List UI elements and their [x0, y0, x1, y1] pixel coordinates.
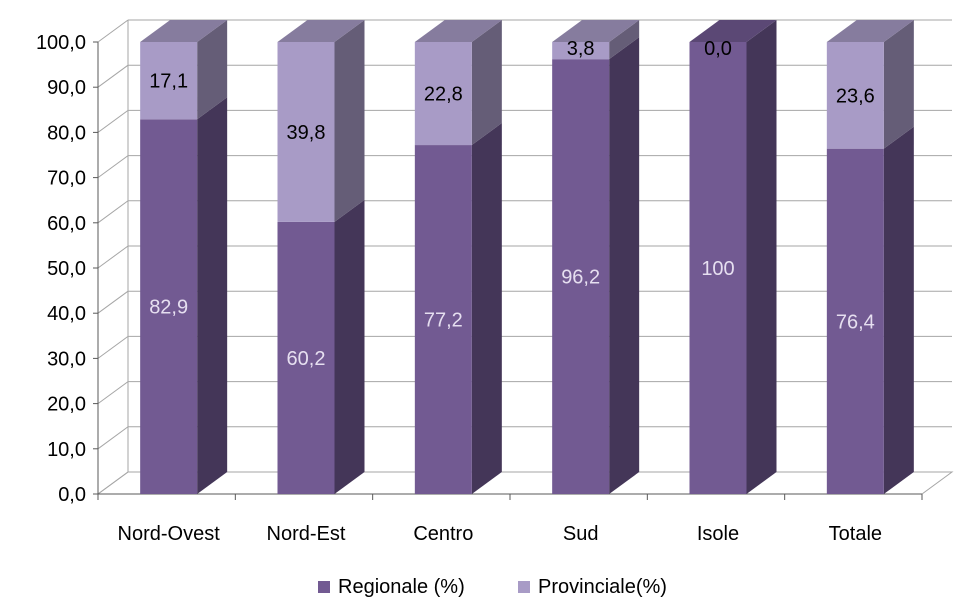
side-gridline	[97, 155, 129, 179]
bar-side	[609, 37, 640, 495]
bar-front	[414, 145, 472, 494]
bar-segment	[552, 20, 640, 60]
y-tick-label: 40,0	[47, 303, 86, 325]
bar-front	[277, 42, 335, 222]
data-label: 76,4	[836, 311, 875, 333]
data-label: 82,9	[149, 297, 188, 319]
bar-top	[689, 20, 777, 42]
legend: Regionale (%) Provinciale(%)	[318, 576, 667, 598]
bar-front	[277, 221, 335, 494]
data-label: 17,1	[149, 71, 188, 93]
bar-top	[552, 20, 640, 42]
bar-top	[414, 20, 502, 42]
y-tick-label: 20,0	[47, 394, 86, 416]
y-tick-label: 60,0	[47, 213, 86, 235]
floor	[96, 471, 954, 495]
bar-front	[414, 42, 472, 146]
x-tick-label: Nord-Ovest	[118, 523, 221, 545]
data-label: 23,6	[836, 85, 875, 107]
bar-segment	[826, 126, 914, 494]
legend-label: Regionale (%)	[338, 576, 465, 598]
bar-side	[471, 123, 502, 494]
data-labels: 82,9 17,1 60,2 39,8 77,2 22,8 96,2 3,8 100 0,0 76,…	[149, 38, 875, 370]
side-gridline	[97, 245, 129, 269]
x-tick-label: Totale	[829, 523, 882, 545]
data-label: 96,2	[561, 267, 600, 289]
side-gridline	[97, 109, 129, 133]
data-label: 3,8	[567, 38, 595, 60]
axes: 0,0 10,0 20,0 30,0 40,0 50,0 60,0 70,0 80,0 90,0 1…	[36, 32, 923, 545]
bar-side	[197, 20, 228, 120]
data-label: 0,0	[704, 38, 732, 60]
bars	[140, 20, 914, 495]
bar-front	[552, 59, 610, 495]
x-tick-label: Nord-Est	[267, 523, 346, 545]
side-gridline	[97, 335, 129, 359]
side-gridline	[97, 381, 129, 405]
x-tick-label: Isole	[697, 523, 739, 545]
x-tick-label: Centro	[413, 523, 473, 545]
bar-side	[334, 20, 365, 222]
bar-segment	[414, 20, 502, 146]
side-gridline	[97, 471, 129, 495]
legend-label: Provinciale(%)	[538, 576, 667, 598]
bar-front	[140, 119, 198, 495]
bar-segment	[414, 123, 502, 494]
y-tick-label: 70,0	[47, 168, 86, 190]
data-label: 39,8	[287, 122, 326, 144]
bar-top	[826, 20, 914, 42]
y-tick-label: 10,0	[47, 439, 86, 461]
bar-segment	[140, 20, 228, 120]
bar-side	[471, 20, 502, 146]
side-gridline	[97, 290, 129, 314]
gridlines	[97, 19, 952, 495]
legend-item: Regionale (%)	[318, 576, 465, 598]
bar-segment	[277, 199, 365, 494]
data-label: 77,2	[424, 310, 463, 332]
bar-side	[883, 126, 914, 494]
data-label: 22,8	[424, 84, 463, 106]
side-gridline	[97, 426, 129, 450]
bar-front	[689, 42, 747, 494]
bar-segment	[552, 37, 640, 495]
bar-segment	[826, 20, 914, 149]
y-tick-label: 0,0	[58, 484, 86, 506]
bar-segment	[689, 20, 777, 494]
x-tick-label: Sud	[563, 523, 599, 545]
side-gridline	[97, 200, 129, 224]
bar-segment	[277, 20, 365, 222]
bar-side	[197, 97, 228, 495]
bar-segment	[140, 97, 228, 495]
bar-side	[334, 199, 365, 494]
y-tick-label: 100,0	[36, 32, 86, 54]
y-tick-label: 50,0	[47, 258, 86, 280]
side-gridline	[97, 64, 129, 88]
bar-side	[609, 20, 640, 60]
bar-side	[746, 20, 777, 494]
y-tick-label: 30,0	[47, 348, 86, 370]
bar-top	[277, 20, 365, 42]
legend-item: Provinciale(%)	[518, 576, 667, 598]
bar-front	[140, 42, 198, 120]
y-tick-label: 90,0	[47, 77, 86, 99]
bar-front	[826, 42, 884, 149]
side-gridline	[97, 19, 129, 43]
data-label: 100	[701, 258, 734, 280]
bar-top	[140, 20, 228, 42]
bar-front	[826, 148, 884, 494]
legend-swatch	[318, 581, 330, 593]
y-tick-label: 80,0	[47, 122, 86, 144]
legend-swatch	[518, 581, 530, 593]
bar-front	[552, 42, 610, 60]
data-label: 60,2	[287, 348, 326, 370]
bar-side	[883, 20, 914, 149]
